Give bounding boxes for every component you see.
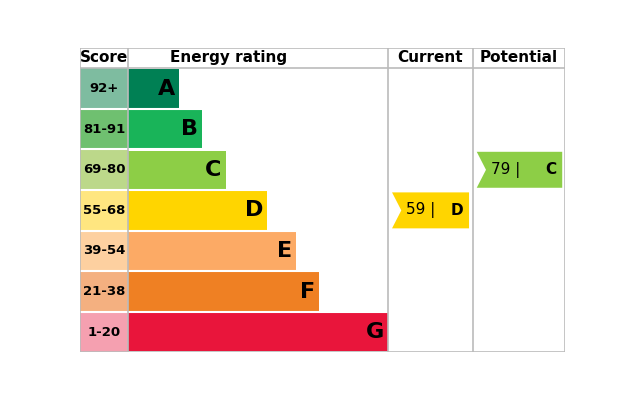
Bar (81, 149, 128, 190)
Bar (128, 191, 267, 230)
Text: D: D (450, 203, 463, 218)
Bar (81, 190, 128, 230)
Bar (128, 272, 320, 311)
Bar (128, 110, 202, 148)
Text: A: A (158, 78, 175, 99)
Text: 1-20: 1-20 (87, 326, 121, 339)
Text: 59 |: 59 | (406, 202, 435, 218)
Bar (81, 109, 128, 149)
Text: Current: Current (398, 50, 464, 65)
Text: Score: Score (80, 50, 128, 65)
Bar (81, 312, 128, 352)
Bar (128, 313, 388, 351)
Text: C: C (545, 162, 556, 177)
Text: 81-91: 81-91 (83, 123, 125, 136)
Text: 21-38: 21-38 (83, 285, 125, 298)
Text: 92+: 92+ (89, 82, 119, 95)
Bar (128, 150, 226, 189)
Text: G: G (366, 322, 384, 342)
Text: 79 |: 79 | (491, 162, 520, 178)
Polygon shape (477, 152, 562, 188)
Polygon shape (392, 192, 469, 228)
Text: B: B (181, 119, 198, 139)
Text: C: C (205, 160, 221, 180)
Bar (128, 232, 296, 270)
Text: Energy rating: Energy rating (170, 50, 287, 65)
Text: E: E (277, 241, 292, 261)
Text: 39-54: 39-54 (83, 244, 125, 257)
Bar (81, 271, 128, 312)
Text: F: F (300, 282, 315, 302)
Text: D: D (245, 200, 264, 221)
Text: 69-80: 69-80 (83, 163, 125, 176)
Bar (81, 68, 128, 109)
Bar (128, 69, 179, 108)
Text: Potential: Potential (480, 50, 558, 65)
Bar (81, 230, 128, 271)
Text: 55-68: 55-68 (83, 204, 125, 217)
